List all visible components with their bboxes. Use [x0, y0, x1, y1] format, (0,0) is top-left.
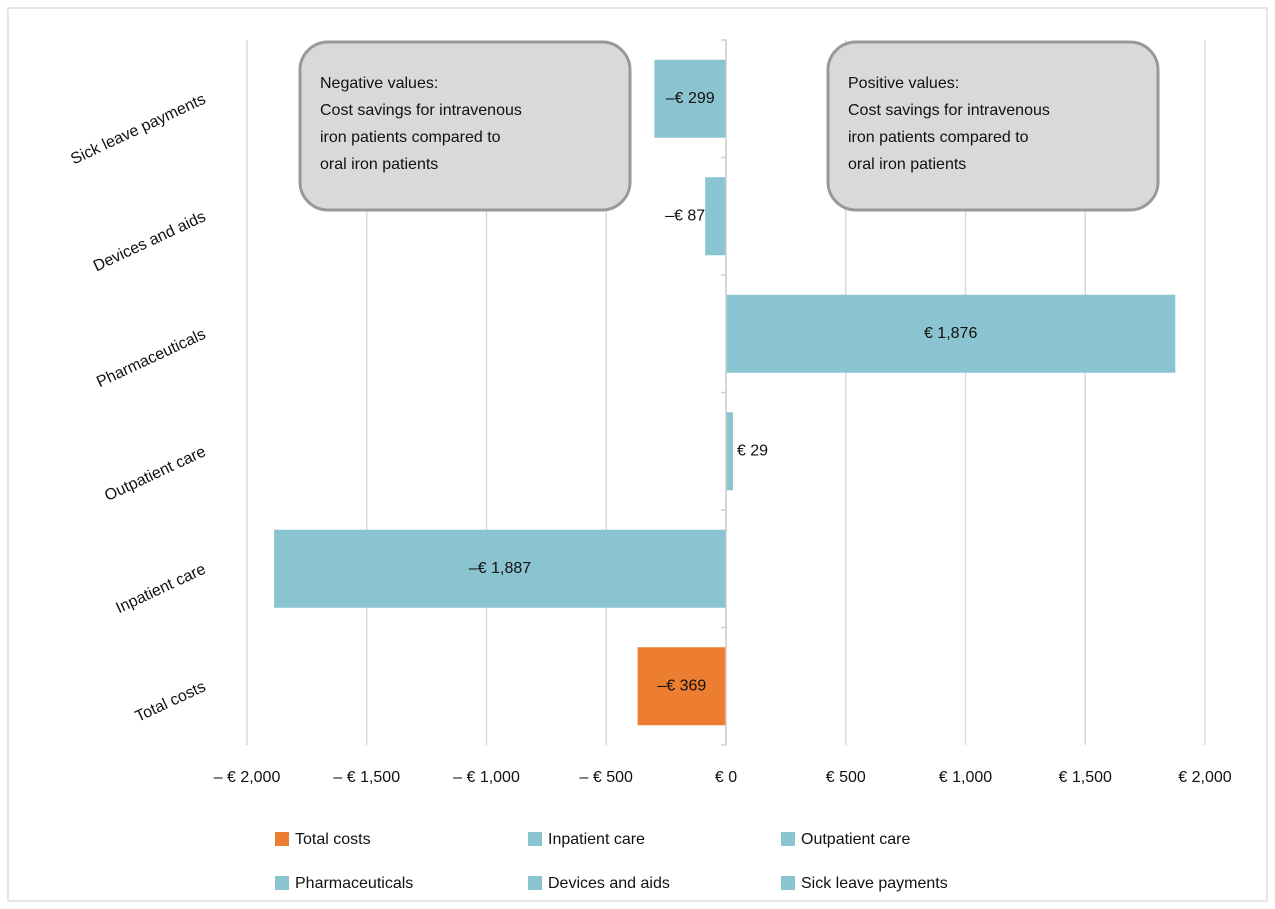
- legend-label: Pharmaceuticals: [295, 875, 413, 892]
- annotation-text: iron patients compared to: [848, 129, 1029, 146]
- bar: [637, 647, 726, 726]
- value-label: –€ 1,887: [469, 560, 531, 577]
- annotation-box: [298, 40, 632, 212]
- legend-swatch: [528, 832, 542, 846]
- bar: [654, 59, 726, 138]
- x-tick-label: – € 2,000: [214, 769, 281, 786]
- legend-label: Total costs: [295, 831, 371, 848]
- x-tick-label: € 1,000: [939, 769, 992, 786]
- legend-swatch: [275, 876, 289, 890]
- bar: [726, 412, 733, 491]
- legend-label: Outpatient care: [801, 831, 911, 848]
- legend-swatch: [781, 876, 795, 890]
- annotation-text: oral iron patients: [320, 156, 438, 173]
- bar: [274, 529, 726, 608]
- legend-swatch: [528, 876, 542, 890]
- x-tick-label: € 0: [715, 769, 737, 786]
- bar: [726, 294, 1176, 373]
- legend-swatch: [781, 832, 795, 846]
- x-tick-label: € 500: [826, 769, 866, 786]
- legend-label: Inpatient care: [548, 831, 645, 848]
- annotation-text: Cost savings for intravenous: [848, 102, 1050, 119]
- annotation-text: Cost savings for intravenous: [320, 102, 522, 119]
- x-tick-label: € 1,500: [1059, 769, 1112, 786]
- annotation-text: Positive values:: [848, 75, 959, 92]
- value-label: € 1,876: [924, 325, 977, 342]
- value-label: € 29: [737, 442, 768, 459]
- annotation-text: oral iron patients: [848, 156, 966, 173]
- legend-label: Sick leave payments: [801, 875, 948, 892]
- x-tick-label: – € 1,500: [333, 769, 400, 786]
- annotation-box: [826, 40, 1160, 212]
- legend-swatch: [275, 832, 289, 846]
- annotation-text: Negative values:: [320, 75, 438, 92]
- x-tick-label: – € 1,000: [453, 769, 520, 786]
- bar: [705, 177, 726, 256]
- annotation-text: iron patients compared to: [320, 129, 501, 146]
- x-tick-label: € 2,000: [1178, 769, 1231, 786]
- legend-label: Devices and aids: [548, 875, 670, 892]
- value-label: –€ 299: [666, 90, 715, 107]
- value-label: –€ 87: [665, 207, 705, 224]
- value-label: –€ 369: [657, 677, 706, 694]
- x-tick-label: – € 500: [580, 769, 633, 786]
